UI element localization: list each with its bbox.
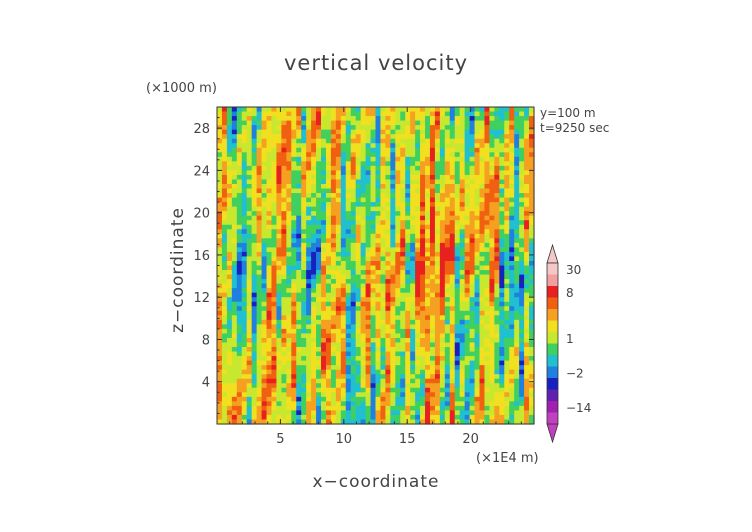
x-tick-label: 15 [399, 432, 416, 447]
x-axis: 5 10 15 20 [229, 107, 522, 447]
colorbar: 30 8 1 −2 −14 [546, 243, 591, 444]
y-tick-label: 4 [202, 376, 210, 391]
x-axis-label: x−coordinate [313, 472, 440, 492]
colorbar-segment [547, 274, 558, 287]
y-tick-label: 12 [193, 291, 210, 306]
annotation-y: y=100 m [540, 106, 596, 120]
colorbar-segment [547, 286, 558, 298]
colorbar-segment [547, 297, 558, 310]
y-axis: 4 8 12 16 20 24 28 [193, 117, 534, 414]
colorbar-segment [547, 412, 558, 425]
annotation-t: t=9250 sec [540, 121, 609, 135]
x-tick-label: 5 [276, 432, 284, 447]
y-axis-label: z−coordinate [168, 207, 188, 333]
y-tick-label: 20 [193, 207, 210, 222]
colorbar-segment [547, 401, 558, 413]
y-tick-label: 24 [193, 164, 210, 179]
chart-title: vertical velocity [284, 51, 468, 75]
colorbar-label: −2 [566, 366, 584, 380]
colorbar-label: 1 [566, 332, 574, 346]
colorbar-segment [547, 389, 558, 402]
y-tick-label: 16 [193, 249, 210, 264]
colorbar-frame [546, 262, 559, 425]
colorbar-segment [547, 332, 558, 344]
colorbar-segment [547, 343, 558, 356]
colorbar-bottom-arrow [546, 423, 559, 444]
colorbar-label: 8 [566, 286, 574, 300]
heatmap-field [217, 107, 535, 425]
y-tick-label: 8 [202, 333, 210, 348]
x-tick-label: 10 [336, 432, 353, 447]
colorbar-label: 30 [566, 263, 581, 277]
colorbar-label: −14 [566, 401, 591, 415]
y-unit-label: (×1000 m) [146, 81, 217, 96]
colorbar-segment [547, 378, 558, 390]
colorbar-segment [547, 309, 558, 321]
heatmap-cells [217, 107, 535, 425]
colorbar-segment [547, 355, 558, 367]
x-unit-label: (×1E4 m) [476, 451, 539, 466]
colorbar-segment [547, 320, 558, 333]
colorbar-segment [547, 263, 558, 275]
y-tick-label: 28 [193, 122, 210, 137]
colorbar-segment [547, 366, 558, 379]
colorbar-top-arrow [546, 243, 559, 264]
x-tick-label: 20 [462, 432, 479, 447]
